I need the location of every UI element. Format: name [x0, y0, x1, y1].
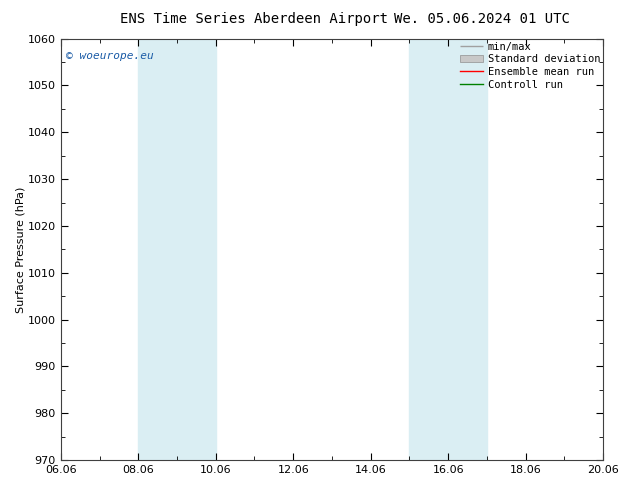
Bar [410, 39, 487, 460]
Text: We. 05.06.2024 01 UTC: We. 05.06.2024 01 UTC [394, 12, 570, 26]
Legend: min/max, Standard deviation, Ensemble mean run, Controll run: min/max, Standard deviation, Ensemble me… [458, 40, 602, 92]
Bar [138, 39, 216, 460]
Text: ENS Time Series Aberdeen Airport: ENS Time Series Aberdeen Airport [120, 12, 387, 26]
Y-axis label: Surface Pressure (hPa): Surface Pressure (hPa) [15, 186, 25, 313]
Text: © woeurope.eu: © woeurope.eu [66, 51, 154, 61]
